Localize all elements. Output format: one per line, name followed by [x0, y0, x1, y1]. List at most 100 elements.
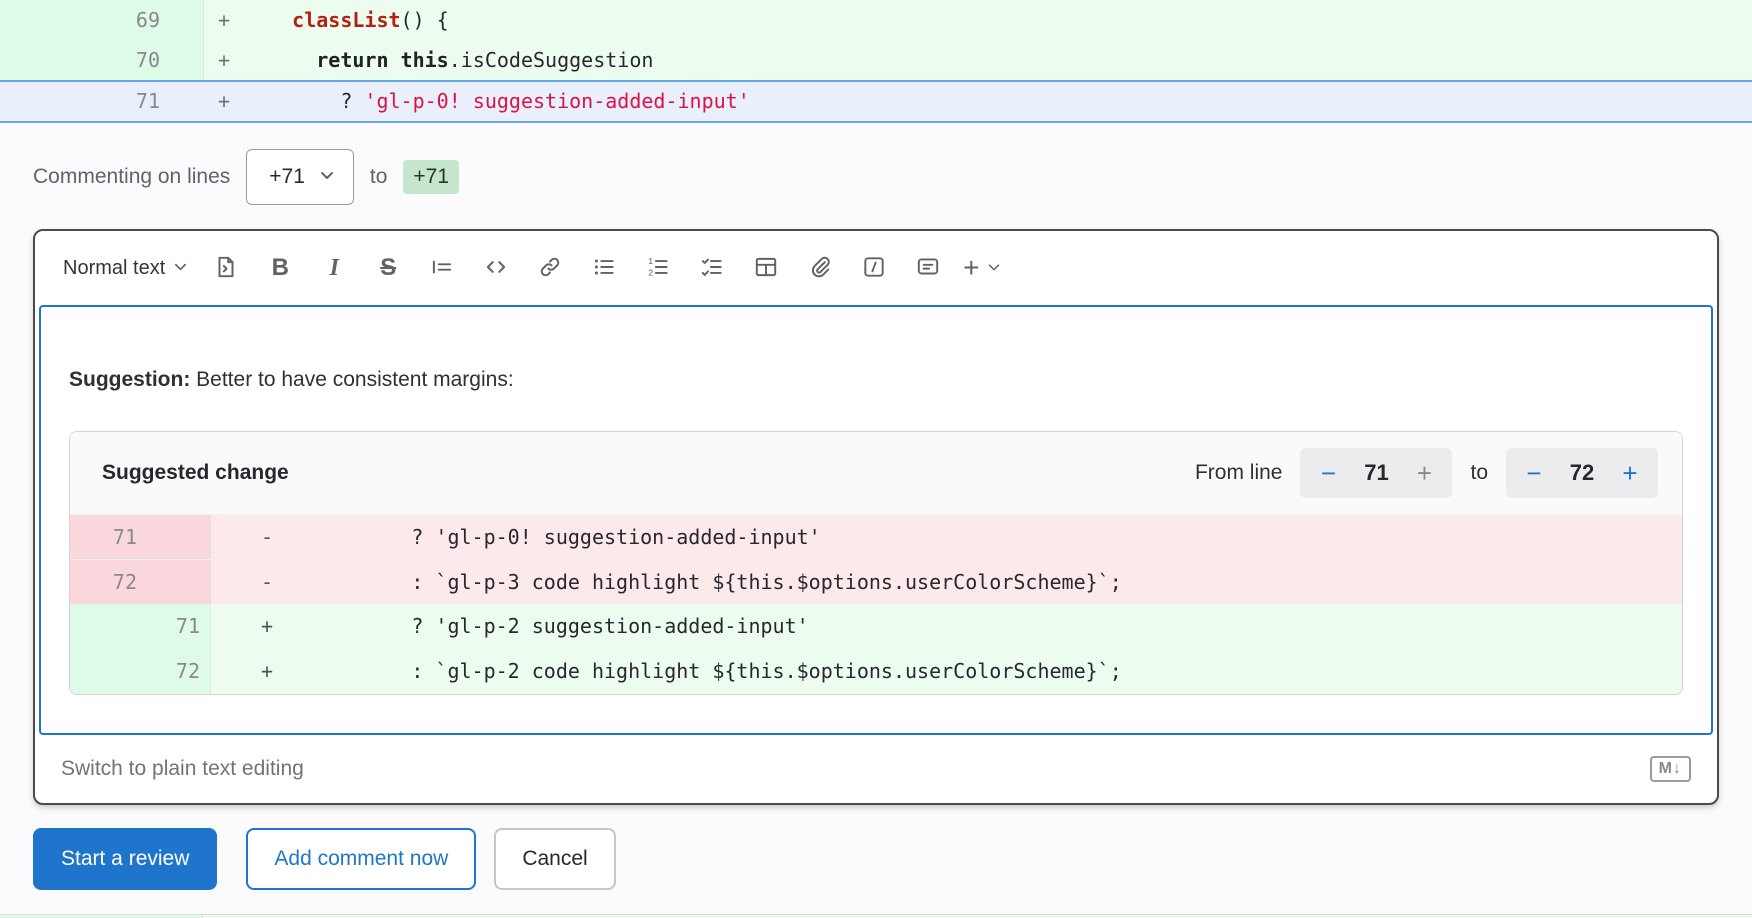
diff-line-row-70: 70 + return this.isCodeSuggestion [0, 40, 1752, 80]
old-line-number[interactable] [70, 604, 147, 649]
paperclip-icon [807, 254, 833, 283]
suggestion-line-content: + : `gl-p-2 code highlight ${this.$optio… [210, 649, 1682, 694]
old-line-number[interactable]: 72 [112, 570, 137, 594]
comment-form: Normal text B I S [33, 229, 1719, 805]
new-line-number[interactable]: 71 [175, 614, 200, 638]
diff-sign: + [218, 48, 231, 72]
line-number[interactable]: 69 [0, 0, 203, 40]
diff-line-row-69: 69 + classList() { [0, 0, 1752, 40]
diff-line-row-71: 71 + ? 'gl-p-0! suggestion-added-input' [0, 80, 1752, 123]
from-line-value: 71 [1364, 460, 1389, 485]
strikethrough-icon: S [380, 254, 397, 281]
svg-text:2: 2 [649, 267, 654, 277]
italic-icon: I [329, 254, 339, 281]
suggestion-line-content: - : `gl-p-3 code highlight ${this.$optio… [210, 560, 1682, 604]
comment-template-button[interactable] [202, 244, 250, 292]
new-line-number[interactable] [147, 515, 210, 559]
diff-sign: + [218, 8, 231, 32]
bold-button[interactable]: B [256, 244, 304, 292]
comment-template-icon [213, 254, 239, 283]
quote-icon [429, 254, 455, 283]
diff-line-content: + ? 'gl-p-0! suggestion-added-input' [203, 82, 1752, 121]
action-buttons-row: Start a review Add comment now Cancel [33, 828, 1719, 890]
range-to-label: to [1470, 461, 1488, 484]
task-list-icon [699, 254, 725, 283]
line-range-controls: From line − 71 + to − 72 + [1195, 448, 1658, 498]
to-line-decrement-button[interactable]: − [1512, 451, 1556, 495]
chevron-down-icon [173, 257, 188, 280]
link-button[interactable] [526, 244, 574, 292]
line-number[interactable]: 70 [0, 40, 203, 80]
new-line-number[interactable]: 72 [175, 659, 200, 683]
bullet-list-icon [591, 254, 617, 283]
end-line-badge: +71 [403, 160, 460, 194]
suggested-change-header: Suggested change From line − 71 + to − 7… [70, 432, 1682, 514]
suggestion-line-content: + ? 'gl-p-2 suggestion-added-input' [210, 604, 1682, 649]
suggestion-line-content: - ? 'gl-p-0! suggestion-added-input' [210, 515, 1682, 559]
text-style-dropdown[interactable]: Normal text [55, 244, 196, 292]
comment-icon [915, 254, 941, 283]
from-line-increment-button[interactable]: + [1402, 451, 1446, 495]
suggestion-prefix: Suggestion: [69, 368, 191, 391]
start-line-dropdown[interactable]: +71 [246, 149, 354, 205]
suggestion-diff-row: 72 + : `gl-p-2 code highlight ${this.$opt… [70, 649, 1682, 694]
suggestion-text: Suggestion: Better to have consistent ma… [69, 368, 514, 391]
switch-to-plain-text-link[interactable]: Switch to plain text editing [61, 757, 304, 780]
comment-form-region: Commenting on lines +71 to +71 Normal te… [0, 123, 1752, 890]
to-line-stepper: − 72 + [1506, 448, 1658, 498]
diff-line-content: + return this.isCodeSuggestion [203, 40, 1752, 80]
bullet-list-button[interactable] [580, 244, 628, 292]
text-style-label: Normal text [63, 256, 166, 279]
start-line-value: +71 [269, 165, 305, 188]
plus-icon: + [963, 252, 980, 283]
add-comment-now-button[interactable]: Add comment now [246, 828, 477, 890]
suggested-change-title: Suggested change [102, 461, 289, 484]
diff-sign: + [218, 89, 231, 113]
markdown-supported-icon: M↓ [1649, 756, 1691, 782]
details-block-icon [861, 254, 887, 283]
suggestion-line-numbers: 72 [70, 560, 210, 604]
italic-button[interactable]: I [310, 244, 358, 292]
more-options-button[interactable]: + [958, 244, 1006, 292]
chevron-down-icon [319, 165, 335, 189]
line-number[interactable]: 71 [135, 89, 160, 113]
table-icon [753, 254, 779, 283]
suggestion-line-numbers: 72 [70, 649, 210, 694]
suggestion-diff-row: 72 - : `gl-p-3 code highlight ${this.$opt… [70, 559, 1682, 604]
old-line-number[interactable]: 71 [112, 525, 137, 549]
cancel-button[interactable]: Cancel [494, 828, 616, 890]
next-diff-code [203, 915, 1752, 918]
commenting-label: Commenting on lines [33, 165, 231, 188]
suggestion-diff-row: 71 - ? 'gl-p-0! suggestion-added-input' [70, 514, 1682, 559]
task-list-button[interactable] [688, 244, 736, 292]
code-icon [483, 254, 509, 283]
editor-toolbar: Normal text B I S [35, 231, 1717, 305]
next-diff-row-partial [0, 914, 1752, 918]
to-line-increment-button[interactable]: + [1608, 451, 1652, 495]
strikethrough-button[interactable]: S [364, 244, 412, 292]
comment-button[interactable] [904, 244, 952, 292]
code-button[interactable] [472, 244, 520, 292]
suggestion-diff-row: 71 + ? 'gl-p-2 suggestion-added-input' [70, 604, 1682, 649]
suggested-change-widget: Suggested change From line − 71 + to − 7… [69, 431, 1683, 695]
suggestion-line-numbers: 71 [70, 515, 210, 559]
quote-button[interactable] [418, 244, 466, 292]
from-line-decrement-button[interactable]: − [1306, 451, 1350, 495]
from-line-label: From line [1194, 461, 1283, 484]
start-review-button[interactable]: Start a review [33, 828, 218, 890]
old-line-number[interactable] [70, 649, 147, 694]
commenting-on-lines-row: Commenting on lines +71 to +71 [33, 123, 1719, 205]
rich-text-editor[interactable]: Suggestion: Better to have consistent ma… [39, 305, 1713, 735]
editor-footer: Switch to plain text editing M↓ [35, 735, 1717, 803]
details-block-button[interactable] [850, 244, 898, 292]
suggested-change-diff: 71- ? 'gl-p-0! suggestion-added-input' 72… [70, 514, 1682, 694]
table-button[interactable] [742, 244, 790, 292]
svg-text:1: 1 [649, 255, 654, 265]
new-line-number[interactable] [147, 560, 210, 604]
diff-table-top: 69 + classList() {70 + return this.isCodeS… [0, 0, 1752, 123]
from-line-stepper: − 71 + [1300, 448, 1453, 498]
attach-file-button[interactable] [796, 244, 844, 292]
bold-icon: B [271, 254, 289, 281]
